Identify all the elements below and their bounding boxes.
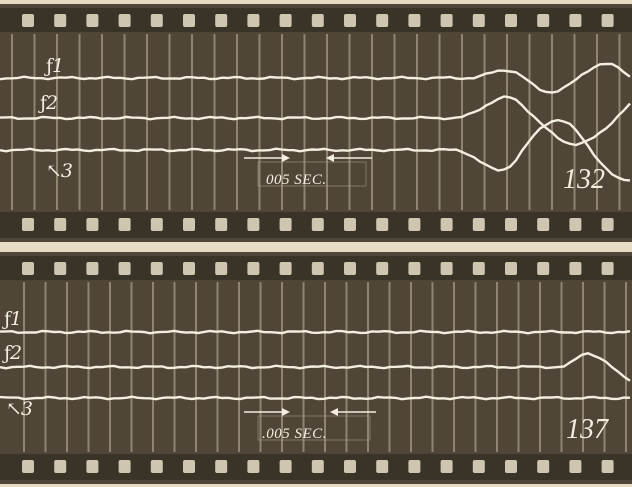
perforation-hole (408, 218, 421, 231)
perforation-hole (86, 14, 99, 27)
perforation-hole (408, 460, 421, 473)
perforation-hole (505, 262, 517, 275)
perforation-hole (118, 218, 131, 231)
perforation-hole (601, 14, 614, 27)
film-body (0, 252, 632, 484)
perforation-hole (601, 218, 614, 231)
perforation-hole (118, 14, 131, 27)
perforation-hole (54, 218, 67, 231)
perforation-hole (22, 262, 34, 275)
oscillograph-trace (0, 95, 631, 147)
perforation-hole (54, 460, 67, 473)
perforation-hole (408, 14, 421, 27)
time-scale-label: 005 SEC. (266, 172, 327, 188)
perforation-hole (54, 14, 67, 27)
perforation-hole (183, 218, 195, 231)
perforation-hole (247, 14, 260, 27)
oscillograph-trace (0, 329, 631, 335)
perforation-hole (22, 14, 34, 27)
perforation-hole (150, 218, 163, 231)
perforation-hole (601, 460, 614, 473)
perforation-hole (569, 218, 582, 231)
perforation-hole (150, 14, 163, 27)
trace-label-1: ƒ1 (4, 308, 22, 330)
perforation-hole (215, 14, 228, 27)
perforation-hole (86, 460, 99, 473)
perforation-hole (22, 218, 34, 231)
perforation-hole (247, 460, 260, 473)
perforation-hole (472, 14, 485, 27)
perforation-hole (54, 262, 67, 275)
perforation-hole (118, 262, 131, 275)
oscillograph-trace (0, 395, 631, 401)
film-strip-137 (0, 252, 632, 484)
perforation-hole (505, 460, 517, 473)
perforation-hole (472, 262, 485, 275)
perforation-hole (279, 14, 292, 27)
perforation-hole (569, 14, 582, 27)
perforation-hole (408, 262, 421, 275)
perforation-hole (440, 460, 453, 473)
perforation-hole (311, 14, 324, 27)
perforation-hole (440, 218, 453, 231)
perforation-hole (183, 460, 195, 473)
perforation-hole (472, 218, 485, 231)
perforation-hole (247, 262, 260, 275)
oscillograph-trace (0, 118, 631, 182)
trace-label-3: ↖3 (46, 160, 73, 182)
perforation-hole (376, 14, 389, 27)
oscillograph-trace (0, 352, 631, 382)
oscillograph-trace (0, 62, 631, 94)
perforation-hole (537, 218, 550, 231)
perforation-hole (537, 262, 550, 275)
perforation-hole (311, 460, 324, 473)
perforation-hole (505, 14, 517, 27)
perforation-hole (279, 460, 292, 473)
perforation-hole (344, 218, 356, 231)
frame-number: 137 (566, 414, 608, 445)
perforation-hole (215, 218, 228, 231)
perforation-hole (86, 262, 99, 275)
perforation-hole (279, 262, 292, 275)
trace-label-2: ƒ2 (4, 342, 22, 364)
perforation-hole (311, 262, 324, 275)
perforation-hole (247, 218, 260, 231)
perforation-hole (440, 14, 453, 27)
perforation-hole (440, 262, 453, 275)
perforation-hole (279, 218, 292, 231)
perforation-hole (376, 262, 389, 275)
perforation-hole (537, 460, 550, 473)
time-scale-label: .005 SEC. (262, 426, 327, 442)
perforation-hole (472, 460, 485, 473)
perforation-hole (344, 262, 356, 275)
perforation-hole (86, 218, 99, 231)
perforation-hole (150, 262, 163, 275)
frame-number: 132 (563, 164, 605, 195)
film-body (0, 4, 632, 242)
perforation-hole (215, 262, 228, 275)
perforation-hole (183, 262, 195, 275)
trace-label-3: ↖3 (6, 398, 33, 420)
perforation-hole (344, 460, 356, 473)
film-strip-132 (0, 4, 632, 242)
perforation-hole (569, 262, 582, 275)
perforation-hole (376, 460, 389, 473)
perforation-hole (311, 218, 324, 231)
perforation-hole (183, 14, 195, 27)
perforation-hole (537, 14, 550, 27)
perforation-hole (376, 218, 389, 231)
perforation-hole (601, 262, 614, 275)
perforation-hole (22, 460, 34, 473)
perforation-hole (505, 218, 517, 231)
perforation-hole (344, 14, 356, 27)
trace-label-2: ƒ2 (40, 92, 58, 114)
perforation-hole (569, 460, 582, 473)
perforation-hole (215, 460, 228, 473)
perforation-hole (150, 460, 163, 473)
trace-label-1: ƒ1 (46, 55, 64, 77)
perforation-hole (118, 460, 131, 473)
